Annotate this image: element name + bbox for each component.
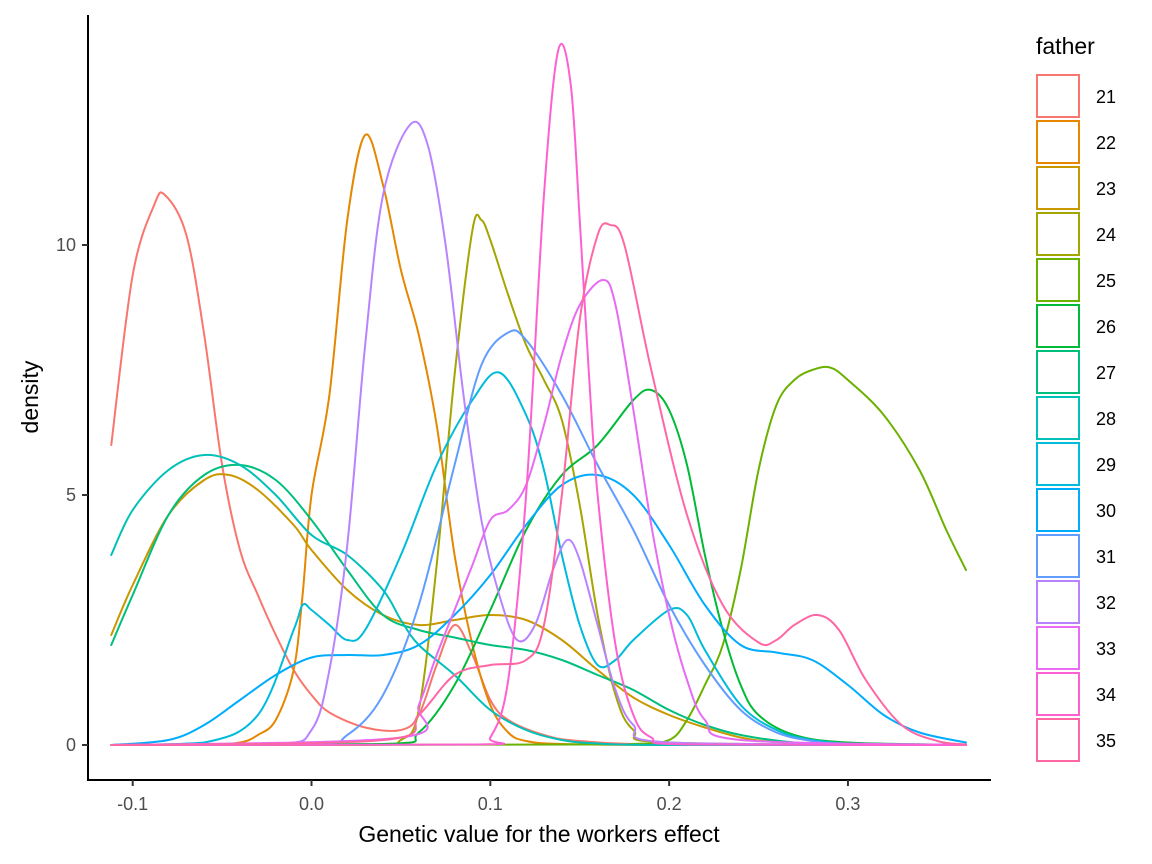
density-line-29 <box>110 371 967 746</box>
legend-label: 22 <box>1096 133 1116 153</box>
legend-key <box>1036 396 1080 440</box>
legend-key <box>1036 488 1080 532</box>
x-tick-label: 0.0 <box>299 794 324 814</box>
legend-label: 33 <box>1096 639 1116 659</box>
density-line-32 <box>110 120 967 746</box>
legend-item-29: 29 <box>1036 442 1116 486</box>
legend-label: 29 <box>1096 455 1116 475</box>
legend-key <box>1036 212 1080 256</box>
legend-item-33: 33 <box>1036 626 1116 670</box>
legend-label: 31 <box>1096 547 1116 567</box>
legend-label: 23 <box>1096 179 1116 199</box>
legend-item-31: 31 <box>1036 534 1116 578</box>
legend-label: 25 <box>1096 271 1116 291</box>
x-tick-label: -0.1 <box>117 794 148 814</box>
legend-label: 34 <box>1096 685 1116 705</box>
y-ticks: 0 5 10 <box>56 235 88 755</box>
legend-title: father <box>1036 33 1095 59</box>
legend: father 21 22 23 24 25 26 27 28 29 30 31 32 33 34 35 <box>1036 33 1116 762</box>
legend-item-25: 25 <box>1036 258 1116 302</box>
y-tick-label: 0 <box>66 735 76 755</box>
density-line-34 <box>110 42 967 746</box>
y-tick-label: 10 <box>56 235 76 255</box>
density-line-30 <box>110 473 967 746</box>
legend-key <box>1036 442 1080 486</box>
legend-label: 27 <box>1096 363 1116 383</box>
legend-item-22: 22 <box>1036 120 1116 164</box>
x-tick-label: 0.3 <box>835 794 860 814</box>
legend-item-32: 32 <box>1036 580 1116 624</box>
legend-key <box>1036 672 1080 716</box>
x-ticks: -0.1 0.0 0.1 0.2 0.3 <box>117 780 860 814</box>
x-axis-title: Genetic value for the workers effect <box>358 821 720 847</box>
legend-label: 28 <box>1096 409 1116 429</box>
legend-key <box>1036 534 1080 578</box>
x-tick-label: 0.1 <box>478 794 503 814</box>
legend-label: 21 <box>1096 87 1116 107</box>
density-line-35 <box>110 222 967 746</box>
legend-item-26: 26 <box>1036 304 1116 348</box>
legend-item-21: 21 <box>1036 74 1116 118</box>
density-line-21 <box>110 191 967 746</box>
legend-key <box>1036 304 1080 348</box>
density-line-23 <box>110 473 967 746</box>
density-line-33 <box>110 279 967 746</box>
legend-label: 24 <box>1096 225 1116 245</box>
legend-item-27: 27 <box>1036 350 1116 394</box>
density-line-22 <box>110 133 967 747</box>
legend-item-28: 28 <box>1036 396 1116 440</box>
legend-key <box>1036 258 1080 302</box>
legend-item-34: 34 <box>1036 672 1116 716</box>
legend-item-35: 35 <box>1036 718 1116 762</box>
legend-key <box>1036 166 1080 210</box>
legend-key <box>1036 580 1080 624</box>
density-line-31 <box>110 329 967 746</box>
legend-key <box>1036 350 1080 394</box>
legend-label: 32 <box>1096 593 1116 613</box>
legend-item-23: 23 <box>1036 166 1116 210</box>
density-line-28 <box>110 453 967 747</box>
legend-key <box>1036 626 1080 670</box>
density-line-25 <box>110 365 967 746</box>
legend-key <box>1036 120 1080 164</box>
series-layer <box>110 42 967 747</box>
density-line-27 <box>110 463 967 746</box>
legend-key <box>1036 74 1080 118</box>
legend-label: 35 <box>1096 731 1116 751</box>
y-axis-title: density <box>17 360 43 433</box>
legend-label: 26 <box>1096 317 1116 337</box>
y-tick-label: 5 <box>66 485 76 505</box>
x-tick-label: 0.2 <box>657 794 682 814</box>
legend-item-30: 30 <box>1036 488 1116 532</box>
legend-item-24: 24 <box>1036 212 1116 256</box>
legend-key <box>1036 718 1080 762</box>
legend-label: 30 <box>1096 501 1116 521</box>
